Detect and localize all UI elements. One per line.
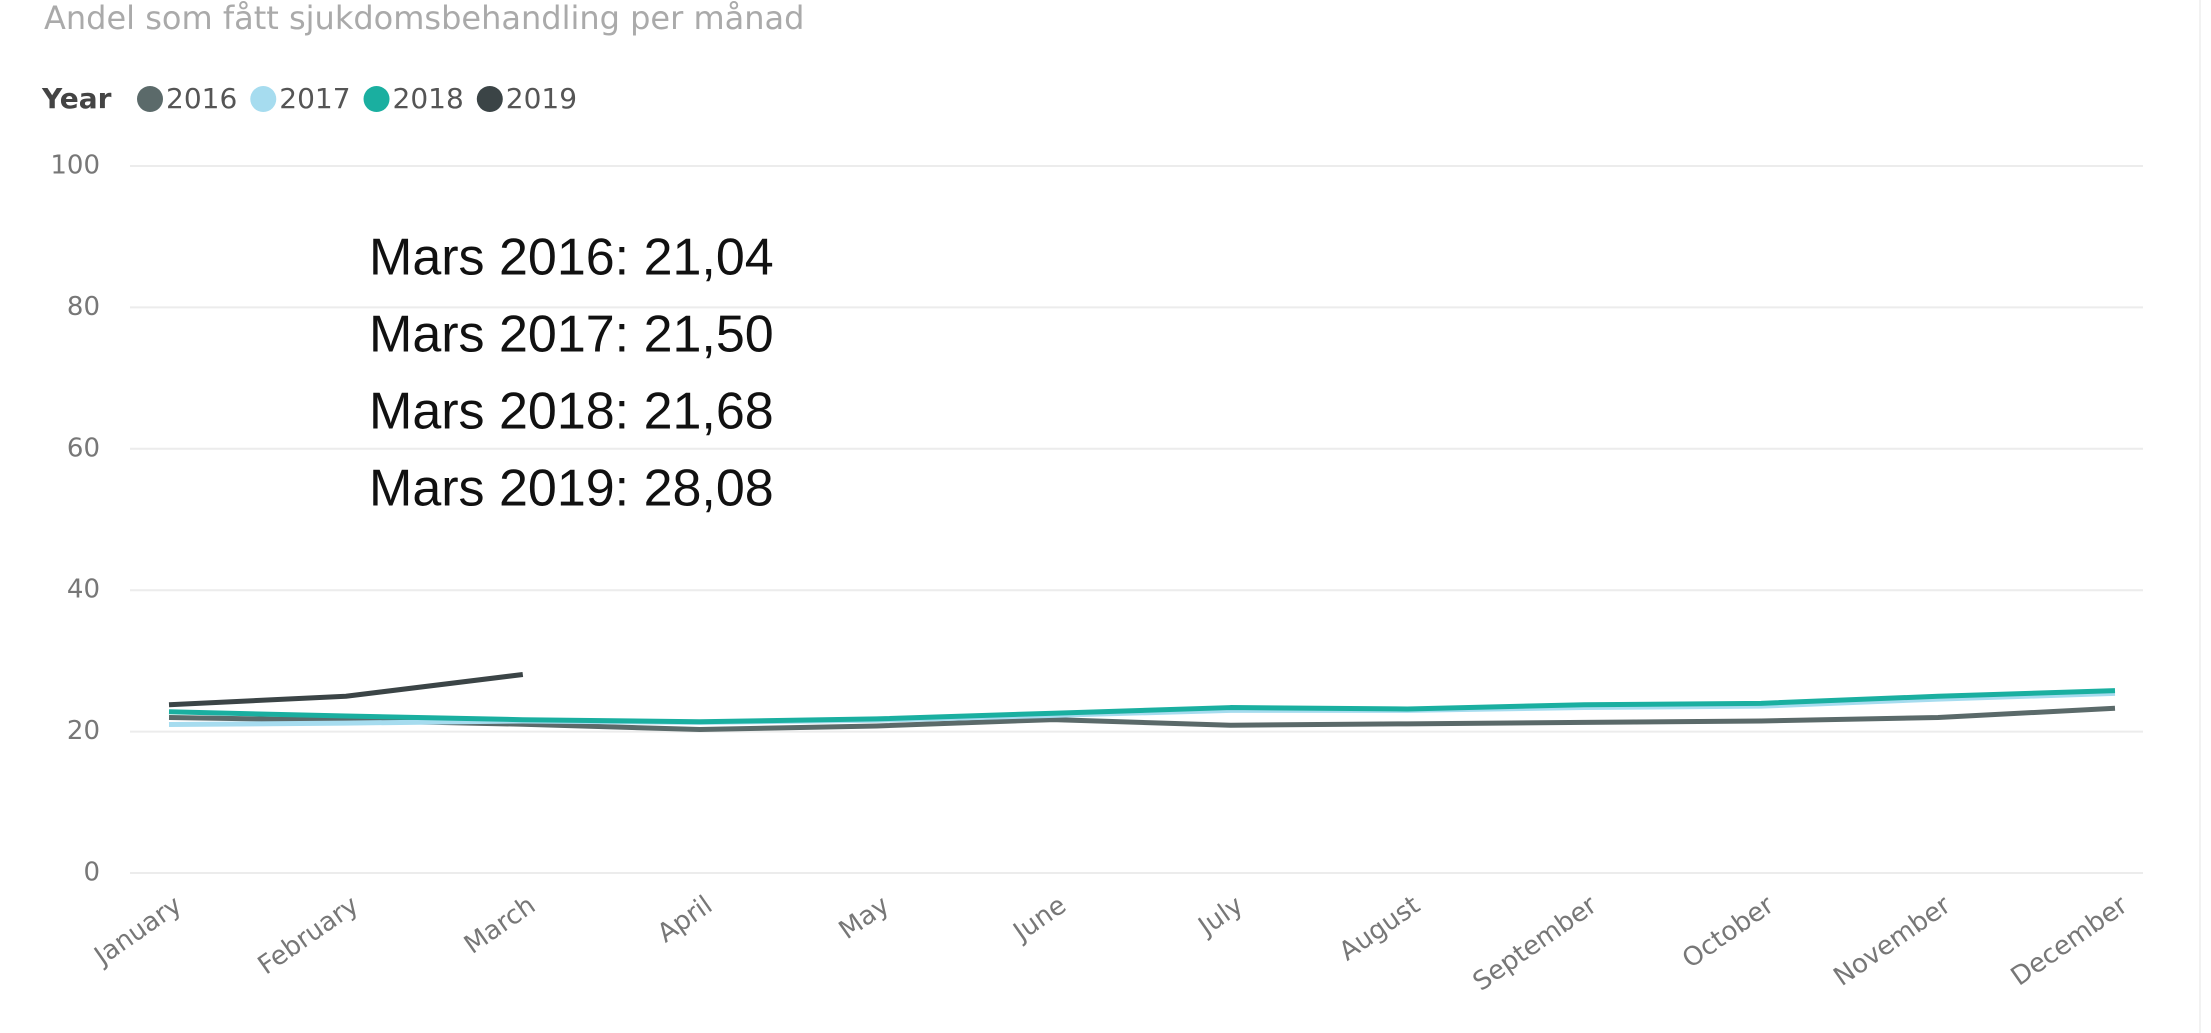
legend-marker [250,86,277,112]
line-series [168,688,2116,725]
y-tick-label: 0 [83,858,100,888]
legend-label: 2018 [393,82,464,115]
legend-label: 2017 [279,82,350,115]
chart-title: Andel som fått sjukdomsbehandling per må… [44,0,804,37]
annotation: Mars 2018: 21,68 [369,383,774,441]
y-tick-label: 100 [50,151,100,181]
y-tick-label: 40 [67,575,100,605]
y-tick-label: 60 [67,433,100,463]
legend-label: 2016 [166,82,237,115]
legend-label: 2019 [506,82,577,115]
line-series [168,671,524,708]
y-tick-label: 20 [67,716,100,746]
annotation: Mars 2016: 21,04 [369,229,774,287]
annotation: Mars 2019: 28,08 [369,460,774,518]
legend-marker [363,86,390,112]
y-tick-label: 80 [67,292,100,322]
legend-marker [137,86,163,112]
legend-marker [476,86,503,112]
legend-title: Year [41,82,112,115]
annotation: Mars 2017: 21,50 [369,306,774,364]
